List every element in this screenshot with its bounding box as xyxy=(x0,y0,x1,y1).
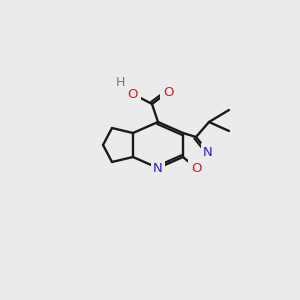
Text: O: O xyxy=(191,161,201,175)
Text: O: O xyxy=(128,88,138,100)
Text: N: N xyxy=(203,146,213,158)
Text: N: N xyxy=(153,161,163,175)
Text: O: O xyxy=(163,85,173,98)
Text: H: H xyxy=(115,76,125,88)
